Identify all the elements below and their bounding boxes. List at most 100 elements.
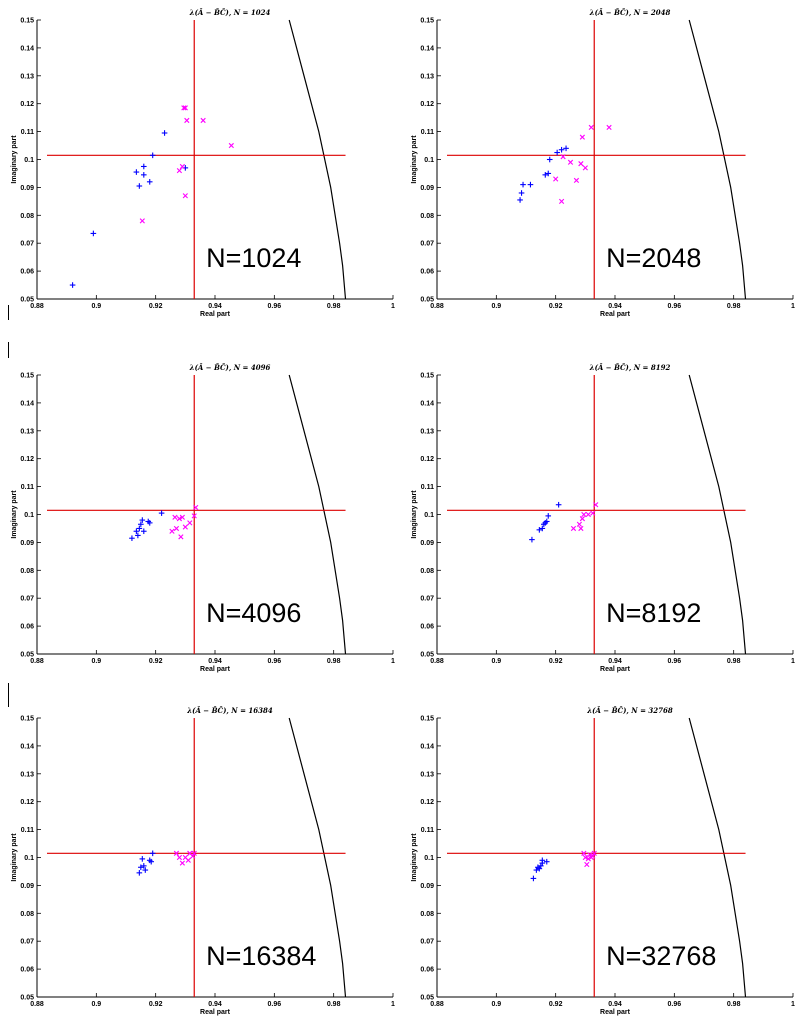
y-tick-label: 0.15 (420, 716, 434, 723)
boundary-curve (288, 19, 347, 300)
x-tick-label: 0.88 (430, 1001, 444, 1008)
chart-title: λ(Â − B̂Ĉ), N = 8192 (589, 363, 671, 372)
y-tick-label: 0.12 (20, 799, 34, 806)
cross-point (558, 198, 565, 204)
x-tick-label: 0.96 (668, 1001, 682, 1008)
plus-point (545, 513, 552, 519)
chart-panel-3: 0.05 0.06 0.07 0.08 0.09 0.1 0.11 0.12 0.13 0.14 0… (0, 355, 400, 675)
y-tick-label: 0.13 (420, 73, 434, 80)
plus-point (146, 179, 153, 185)
chart-panel-5: 0.05 0.06 0.07 0.08 0.09 0.1 0.11 0.12 0.13 0.14 0… (0, 698, 400, 1018)
cross-point (182, 105, 188, 111)
y-tick-label: 0.09 (20, 883, 34, 890)
cross-point (567, 159, 574, 165)
x-tick-label: 0.94 (608, 1001, 622, 1008)
x-tick-label: 0.9 (91, 658, 101, 665)
x-tick-label: 0.94 (208, 303, 222, 310)
n-annotation: N=4096 (206, 598, 301, 628)
plus-point (136, 183, 143, 189)
plus-point (161, 130, 168, 136)
y-tick-label: 0.12 (420, 101, 434, 108)
chart-title: λ(Â − B̂Ĉ), N = 4096 (189, 363, 271, 372)
plus-point (546, 156, 553, 163)
cross-point (185, 857, 191, 863)
plus-point (536, 527, 543, 533)
cross-point (578, 161, 584, 167)
x-tick-label: 0.92 (149, 1001, 163, 1008)
y-tick-label: 0.07 (20, 596, 34, 603)
y-tick-label: 0.08 (420, 568, 434, 575)
y-tick-label: 0.08 (420, 911, 434, 918)
chart-title: λ(Â − B̂Ĉ), N = 32768 (586, 706, 673, 715)
x-tick-label: 0.92 (549, 658, 563, 665)
n-annotation: N=8192 (606, 598, 701, 628)
x-axis-label: Real part (200, 311, 231, 318)
x-tick-label: 0.9 (91, 303, 101, 310)
y-tick-label: 0.06 (420, 269, 434, 276)
left-edge-mark (8, 305, 9, 320)
cross-point (590, 853, 596, 859)
x-tick-label: 0.94 (208, 1001, 222, 1008)
x-tick-label: 0.9 (491, 658, 501, 665)
x-tick-label: 0.9 (491, 303, 501, 310)
plus-point (545, 170, 552, 177)
cross-point (591, 850, 597, 856)
y-tick-label: 0.06 (420, 967, 434, 974)
scatter-plot: 0.05 0.06 0.07 0.08 0.09 0.1 0.11 0.12 0.13 0.14 0… (11, 706, 395, 1016)
cross-point (588, 124, 594, 131)
cross-point (182, 524, 188, 530)
x-tick-label: 0.88 (30, 658, 44, 665)
y-tick-label: 0.1 (24, 157, 34, 164)
x-tick-label: 0.96 (268, 303, 282, 310)
scatter-plot: 0.05 0.06 0.07 0.08 0.09 0.1 0.11 0.12 0.13 0.14 0… (411, 8, 795, 318)
plus-point (133, 528, 140, 535)
plus-point (563, 145, 569, 152)
cross-point (582, 165, 588, 171)
y-tick-label: 0.1 (424, 855, 434, 862)
cross-point (200, 117, 206, 124)
n-annotation: N=32768 (606, 941, 716, 971)
y-tick-label: 0.14 (20, 45, 34, 52)
x-tick-label: 0.94 (208, 658, 222, 665)
plus-point (141, 172, 147, 178)
cross-point (593, 502, 599, 508)
plus-point (69, 282, 76, 288)
plus-point (141, 528, 147, 535)
x-tick-label: 0.98 (327, 1001, 341, 1008)
x-tick-label: 0.88 (430, 303, 444, 310)
y-tick-label: 0.14 (20, 743, 34, 750)
n-annotation: N=2048 (606, 243, 701, 273)
x-tick-label: 0.98 (727, 1001, 741, 1008)
y-tick-label: 0.1 (424, 512, 434, 519)
y-tick-label: 0.05 (20, 995, 34, 1002)
cross-point (176, 854, 183, 861)
y-tick-label: 0.11 (21, 484, 34, 491)
cross-point (173, 850, 180, 856)
plus-point (539, 857, 546, 864)
y-tick-label: 0.05 (420, 297, 434, 304)
y-tick-label: 0.07 (420, 241, 434, 248)
x-tick-label: 0.96 (668, 658, 682, 665)
y-tick-label: 0.12 (420, 799, 434, 806)
y-tick-label: 0.1 (24, 855, 34, 862)
plus-point (139, 856, 146, 862)
cross-point (191, 513, 197, 519)
cross-point (553, 176, 559, 182)
chart-title: λ(Â − B̂Ĉ), N = 2048 (589, 8, 671, 17)
n-annotation: N=1024 (206, 243, 301, 273)
y-tick-label: 0.08 (20, 213, 34, 220)
y-tick-label: 0.13 (20, 771, 34, 778)
y-tick-label: 0.14 (420, 400, 434, 407)
x-tick-label: 0.98 (327, 658, 341, 665)
x-tick-label: 1 (391, 303, 395, 310)
cross-point (181, 105, 187, 111)
left-edge-mark (8, 683, 9, 707)
x-axis-label: Real part (600, 1009, 631, 1016)
y-tick-label: 0.11 (21, 129, 34, 136)
cross-point (582, 854, 588, 861)
cross-point (179, 163, 185, 170)
scatter-plot: 0.05 0.06 0.07 0.08 0.09 0.1 0.11 0.12 0.13 0.14 0… (11, 8, 395, 318)
y-tick-label: 0.05 (420, 995, 434, 1002)
x-tick-label: 1 (791, 1001, 795, 1008)
plus-point (133, 169, 140, 175)
